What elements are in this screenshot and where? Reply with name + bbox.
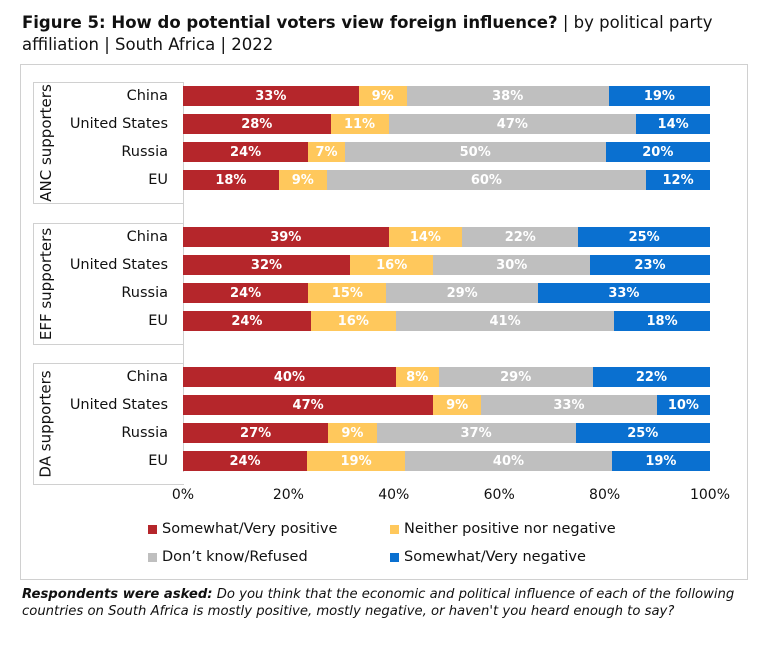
bar-segment: 24% <box>183 311 311 331</box>
bar-segment: 19% <box>307 451 406 471</box>
bar-segment: 25% <box>575 423 710 443</box>
group-label-text: ANC supporters <box>37 84 55 202</box>
group-label-text: DA supporters <box>37 370 55 478</box>
group-label: ANC supporters <box>34 83 58 203</box>
bar-segment: 39% <box>183 227 389 247</box>
bar-segment: 30% <box>433 255 590 275</box>
bar-segment: 22% <box>462 227 579 247</box>
category-label: United States <box>69 116 168 132</box>
bar-segment: 18% <box>183 170 279 190</box>
bar-segment: 9% <box>328 423 377 443</box>
bar-segment: 29% <box>438 367 593 387</box>
category-label: Russia <box>121 425 168 441</box>
bar-segment: 38% <box>406 86 609 106</box>
bar-segment: 12% <box>646 170 710 190</box>
bar-segment: 9% <box>358 86 407 106</box>
bar-segment: 60% <box>326 170 647 190</box>
category-label: Russia <box>121 285 168 301</box>
bar-segment: 41% <box>395 311 615 331</box>
category-label: Russia <box>121 144 168 160</box>
bar-segment: 8% <box>395 367 439 387</box>
group-panel: DA supporters <box>33 363 184 485</box>
x-tick-label: 0% <box>171 487 195 503</box>
x-tick-label: 80% <box>589 487 621 503</box>
bar-segment: 9% <box>278 170 327 190</box>
bar-segment: 47% <box>183 395 434 415</box>
bar-segment: 33% <box>481 395 657 415</box>
bar-segment: 23% <box>589 255 710 275</box>
category-label: EU <box>148 313 168 329</box>
bar-segment: 16% <box>349 255 434 275</box>
bar-segment: 15% <box>308 283 387 303</box>
axis-line <box>183 82 184 472</box>
bar-segment: 9% <box>433 395 482 415</box>
bar-segment: 29% <box>386 283 538 303</box>
legend-item: Somewhat/Very positive <box>148 521 337 537</box>
group-panel: EFF supporters <box>33 223 184 345</box>
bar-segment: 20% <box>605 142 710 162</box>
group-label-text: EFF supporters <box>37 227 55 341</box>
bar-segment: 40% <box>183 367 396 387</box>
bar-segment: 10% <box>656 395 710 415</box>
chart-title: Figure 5: How do potential voters view f… <box>22 13 713 54</box>
bar-segment: 11% <box>330 114 389 134</box>
category-label: EU <box>148 453 168 469</box>
legend-item: Don’t know/Refused <box>148 549 308 565</box>
group-label: EFF supporters <box>34 224 58 344</box>
bar-segment: 37% <box>376 423 576 443</box>
bar-segment: 19% <box>611 451 710 471</box>
bar-segment: 40% <box>405 451 612 471</box>
bar-segment: 33% <box>537 283 710 303</box>
bar-segment: 7% <box>308 142 345 162</box>
group-panel: ANC supporters <box>33 82 184 204</box>
legend-swatch <box>148 524 157 534</box>
x-tick-label: 40% <box>378 487 410 503</box>
bar-segment: 50% <box>344 142 606 162</box>
bar-segment: 27% <box>183 423 329 443</box>
category-label: China <box>126 369 168 385</box>
legend-label: Somewhat/Very negative <box>404 549 586 565</box>
bar-segment: 47% <box>388 114 637 134</box>
legend-swatch <box>148 552 157 562</box>
category-label: China <box>126 88 168 104</box>
category-label: China <box>126 229 168 245</box>
x-tick-label: 20% <box>272 487 304 503</box>
bar-segment: 22% <box>592 367 710 387</box>
category-label: EU <box>148 172 168 188</box>
bar-segment: 33% <box>183 86 359 106</box>
bar-segment: 18% <box>614 311 710 331</box>
legend-item: Somewhat/Very negative <box>390 549 586 565</box>
bar-segment: 16% <box>310 311 396 331</box>
chart-frame <box>20 64 748 580</box>
bar-segment: 32% <box>183 255 350 275</box>
bar-segment: 24% <box>183 283 309 303</box>
legend-item: Neither positive nor negative <box>390 521 616 537</box>
x-tick-label: 60% <box>483 487 515 503</box>
group-label: DA supporters <box>34 364 58 484</box>
legend-label: Neither positive nor negative <box>404 521 616 537</box>
legend-swatch <box>390 552 399 562</box>
question-note: Respondents were asked: Do you think tha… <box>22 587 735 619</box>
x-tick-label: 100% <box>689 487 731 503</box>
bar-segment: 28% <box>183 114 331 134</box>
legend-swatch <box>390 524 399 534</box>
bar-segment: 24% <box>183 142 309 162</box>
bar-segment: 19% <box>608 86 710 106</box>
bar-segment: 24% <box>183 451 307 471</box>
legend-label: Don’t know/Refused <box>162 549 308 565</box>
category-label: United States <box>69 397 168 413</box>
category-label: United States <box>69 257 168 273</box>
bar-segment: 14% <box>388 227 463 247</box>
bar-segment: 14% <box>636 114 710 134</box>
bar-segment: 25% <box>578 227 710 247</box>
legend-label: Somewhat/Very positive <box>162 521 338 537</box>
